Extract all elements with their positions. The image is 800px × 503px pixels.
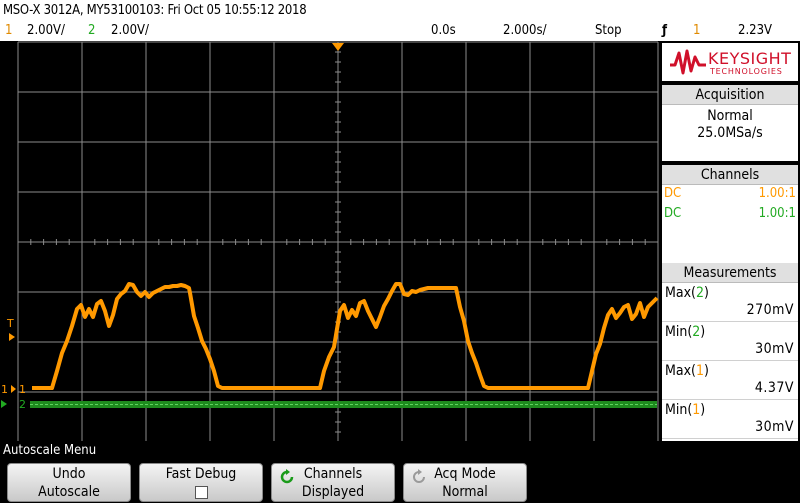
trigger-level-label: T bbox=[6, 317, 14, 330]
measurement-label: Max(2) bbox=[665, 285, 709, 301]
measurement-label: Min(2) bbox=[665, 324, 706, 340]
channels-displayed-line1: Channels bbox=[303, 466, 363, 482]
waveform-display[interactable]: T 1 1 2 bbox=[0, 41, 660, 441]
keysight-wave-icon bbox=[670, 49, 706, 75]
side-panel: KEYSIGHT TECHNOLOGIES Acquisition Normal… bbox=[660, 41, 800, 441]
run-state: Stop bbox=[595, 23, 622, 38]
ch2-probe: 1.00:1 bbox=[758, 206, 796, 221]
measurement-label: Min(1) bbox=[665, 402, 706, 418]
acq-mode-line2: Normal bbox=[442, 484, 488, 500]
channel-row-2: DC 1.00:1 bbox=[662, 206, 798, 226]
measurement-label: Max(1) bbox=[665, 363, 709, 379]
acq-mode-line1: Acq Mode bbox=[434, 466, 496, 482]
title-bar: MSO-X 3012A, MY53100103: Fri Oct 05 10:5… bbox=[0, 0, 800, 20]
trigger-edge-icon: ƒ bbox=[662, 23, 668, 38]
trigger-position-marker[interactable] bbox=[332, 43, 344, 51]
rotate-knob-icon-inactive bbox=[413, 469, 425, 483]
undo-autoscale-button[interactable]: Undo Autoscale bbox=[7, 463, 131, 502]
channels-box[interactable]: Channels DC 1.00:1 DC 1.00:1 bbox=[662, 165, 798, 265]
fast-debug-label: Fast Debug bbox=[165, 466, 237, 482]
measurement-item: Min(2) 30mV bbox=[662, 322, 798, 361]
channels-header: Channels bbox=[662, 165, 798, 185]
ch1-ground-marker-bg bbox=[0, 384, 14, 395]
logo-sub: TECHNOLOGIES bbox=[710, 67, 783, 76]
timebase[interactable]: 2.000s/ bbox=[503, 23, 547, 38]
channels-displayed-line2: Displayed bbox=[301, 484, 365, 500]
grid-ticks bbox=[17, 41, 659, 433]
keysight-logo: KEYSIGHT TECHNOLOGIES bbox=[662, 43, 798, 81]
acq-mode-button[interactable]: Acq Mode Normal bbox=[403, 463, 527, 502]
ch2-scale[interactable]: 2.00V/ bbox=[111, 23, 149, 38]
ch1-probe: 1.00:1 bbox=[758, 186, 796, 201]
ch2-trace bbox=[30, 401, 657, 408]
ch2-ground-arrow[interactable] bbox=[1, 400, 7, 408]
undo-autoscale-line2: Autoscale bbox=[38, 484, 100, 500]
fast-debug-button[interactable]: Fast Debug bbox=[139, 463, 263, 502]
ch1-ground-arrow bbox=[11, 385, 16, 393]
measurement-item: Max(2) 270mV bbox=[662, 283, 798, 322]
measurement-value: 4.37V bbox=[754, 380, 794, 396]
measurements-box[interactable]: Measurements Max(2) 270mV Min(2) 30mV Max(1)… bbox=[662, 263, 798, 441]
ch1-ground-marker[interactable]: 1 bbox=[1, 383, 8, 396]
status-bar: 1 2.00V/ 2 2.00V/ 0.0s 2.000s/ Stop ƒ 1 … bbox=[0, 20, 800, 41]
ch1-scale[interactable]: 2.00V/ bbox=[27, 23, 65, 38]
channels-displayed-button[interactable]: Channels Displayed bbox=[271, 463, 395, 502]
trigger-level-marker[interactable] bbox=[9, 333, 15, 341]
ch2-ground-label: 2 bbox=[19, 398, 26, 411]
measurement-item: Max(1) 4.37V bbox=[662, 361, 798, 400]
measurement-value: 270mV bbox=[746, 302, 794, 318]
softkey-bar: Undo Autoscale Fast Debug Channels Displ… bbox=[0, 461, 800, 503]
logo-brand: KEYSIGHT bbox=[708, 49, 792, 68]
trigger-level[interactable]: 2.23V bbox=[738, 23, 773, 38]
graticule: T 1 1 2 bbox=[0, 41, 659, 441]
ch1-coupling: DC bbox=[664, 186, 682, 201]
channel-row-1: DC 1.00:1 bbox=[662, 186, 798, 206]
ch2-number[interactable]: 2 bbox=[88, 23, 96, 38]
ch1-ground-label: 1 bbox=[19, 383, 26, 396]
instrument-title: MSO-X 3012A, MY53100103: Fri Oct 05 10:5… bbox=[3, 3, 307, 18]
horizontal-delay[interactable]: 0.0s bbox=[431, 23, 456, 38]
measurement-value: 30mV bbox=[755, 341, 794, 357]
menu-title: Autoscale Menu bbox=[0, 441, 800, 461]
ch2-coupling: DC bbox=[664, 206, 682, 221]
fast-debug-checkbox[interactable] bbox=[194, 486, 208, 499]
measurement-value: 30mV bbox=[755, 419, 794, 435]
acquisition-box[interactable]: Acquisition Normal 25.0MSa/s bbox=[662, 85, 798, 161]
rotate-knob-icon bbox=[280, 469, 294, 484]
acquisition-header: Acquisition bbox=[662, 85, 798, 105]
undo-autoscale-line1: Undo bbox=[52, 466, 86, 482]
measurements-header: Measurements bbox=[662, 263, 798, 283]
measurement-item: Min(1) 30mV bbox=[662, 400, 798, 439]
ch1-number[interactable]: 1 bbox=[5, 23, 13, 38]
ch1-trace bbox=[32, 282, 659, 390]
sample-rate: 25.0MSa/s bbox=[697, 125, 763, 141]
acquisition-mode: Normal bbox=[707, 108, 753, 124]
trigger-source[interactable]: 1 bbox=[693, 23, 701, 38]
